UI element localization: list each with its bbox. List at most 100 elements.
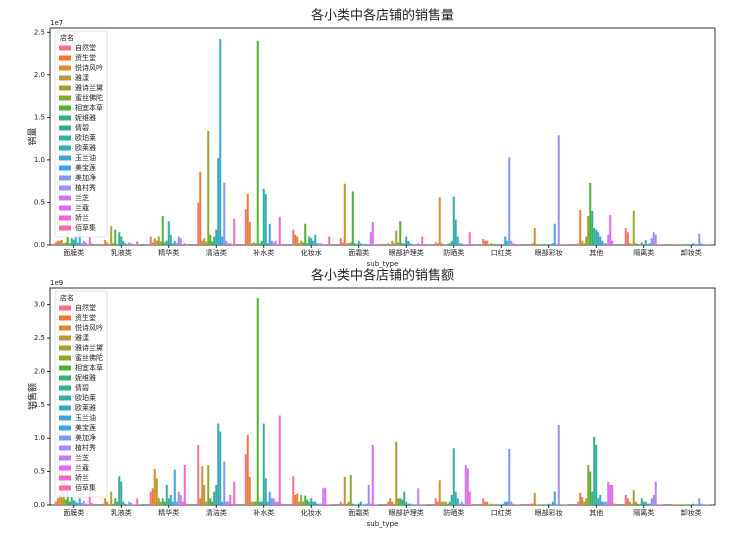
legend-swatch [59,75,71,81]
bar [268,223,271,245]
bar [411,504,414,505]
legend-swatch [59,65,71,71]
bar [62,243,65,245]
bar [328,236,331,245]
bar [153,468,156,505]
legend-swatch [59,155,71,161]
bar [229,494,232,505]
legend-label: 欧莱雅 [75,403,96,412]
legend-label: 资生堂 [75,53,96,62]
bar [347,243,350,245]
bar [343,183,346,245]
bar [114,498,117,505]
y-tick-label: 0.5 [34,198,45,206]
y-tick-label: 2.0 [34,71,45,79]
bar [138,244,141,245]
bar [298,243,301,245]
bar [326,504,329,505]
bar [258,243,261,245]
legend-swatch [59,365,71,371]
bar [104,498,107,505]
bar [518,244,521,245]
bar [244,209,247,245]
bar [157,236,160,245]
bar [559,244,562,245]
bar [215,484,218,505]
bar [694,244,697,245]
bar [264,193,267,245]
bar [545,244,548,245]
bar [254,243,257,245]
bar [314,501,317,505]
bar [359,501,362,505]
bar [484,501,487,505]
bar [165,240,168,245]
bar [692,243,695,245]
bar [163,501,166,505]
y-tick-label: 1.5 [34,401,45,409]
legend-swatch [59,175,71,181]
bar [448,501,451,505]
bar [613,503,616,505]
bar [274,240,277,245]
bar [626,232,629,245]
legend-label: 植村秀 [75,443,96,452]
bar [351,191,354,245]
bar [132,504,135,505]
bar [185,503,188,505]
bar [130,502,133,505]
bar [698,498,701,505]
bar [646,244,649,245]
bar [547,503,550,505]
bar [112,503,115,505]
bar [498,244,501,245]
legend-swatch [59,415,71,421]
bar [563,504,566,505]
legend-swatch [59,145,71,151]
legend-label: 自然堂 [75,43,96,52]
bar [405,501,408,505]
legend-swatch [59,455,71,461]
bar [205,501,208,505]
bar [58,494,61,505]
bar [339,501,342,505]
bar [460,501,463,505]
bar [704,504,707,505]
bar [118,476,121,505]
bar [391,240,394,245]
bar [353,504,356,505]
bar [161,498,164,505]
bar [413,244,416,245]
bar [555,504,558,505]
bar [682,244,685,245]
bar [54,242,57,245]
bar [373,244,376,245]
bar [221,501,224,505]
bar [423,504,426,505]
bar [138,504,141,505]
bar [223,461,226,505]
bar [76,502,79,505]
bar [504,501,507,505]
bar [468,232,471,245]
bar [700,503,703,505]
bar [577,243,580,245]
bar [363,244,366,245]
bar [84,503,87,505]
legend-swatch [59,395,71,401]
bar [169,494,172,505]
bar [86,244,89,245]
bar [211,241,214,245]
bar [310,238,313,245]
bar [110,491,113,505]
bar [605,243,608,245]
legend-label: 玉兰油 [75,153,96,162]
bar [514,504,517,505]
bar [132,244,135,245]
bar [482,239,485,245]
x-tick-label: 精华类 [158,508,179,517]
bar [648,243,651,245]
chart-title: 各小类中各店铺的销售额 [311,268,454,284]
bar [244,454,247,505]
x-tick-label: 补水类 [253,248,274,257]
